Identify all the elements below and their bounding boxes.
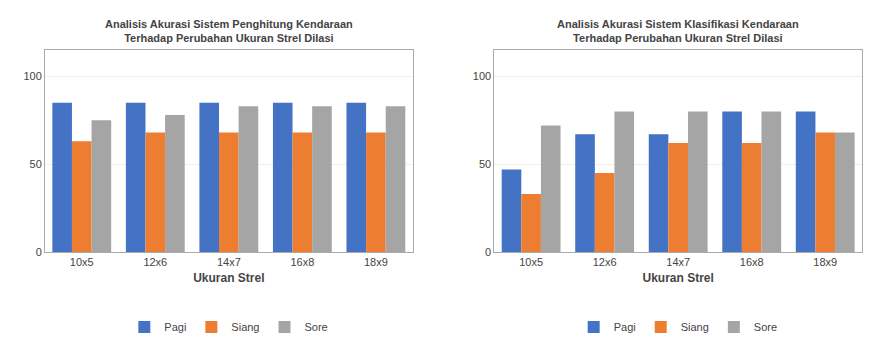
svg-text:100: 100 <box>473 70 491 82</box>
svg-text:Siang: Siang <box>681 321 709 333</box>
svg-text:16x8: 16x8 <box>290 256 314 268</box>
svg-text:Analisis Akurasi Sistem Klasif: Analisis Akurasi Sistem Klasifikasi Kend… <box>557 18 799 44</box>
svg-text:Ukuran Strel: Ukuran Strel <box>193 271 264 285</box>
svg-text:14x7: 14x7 <box>666 256 690 268</box>
svg-text:100: 100 <box>23 70 41 82</box>
svg-text:Pagi: Pagi <box>164 321 186 333</box>
svg-text:50: 50 <box>479 158 491 170</box>
svg-text:Siang: Siang <box>231 321 259 333</box>
svg-text:Sore: Sore <box>304 321 327 333</box>
svg-text:Ukuran Strel: Ukuran Strel <box>642 271 713 285</box>
svg-text:12x6: 12x6 <box>143 256 167 268</box>
svg-text:50: 50 <box>30 158 42 170</box>
svg-text:Analisis Akurasi Sistem Penghi: Analisis Akurasi Sistem Penghitung Kenda… <box>105 18 353 44</box>
svg-text:16x8: 16x8 <box>740 256 764 268</box>
svg-text:Sore: Sore <box>754 321 777 333</box>
svg-text:18x9: 18x9 <box>813 256 837 268</box>
svg-text:18x9: 18x9 <box>364 256 388 268</box>
svg-text:14x7: 14x7 <box>217 256 241 268</box>
svg-text:Pagi: Pagi <box>614 321 636 333</box>
svg-text:0: 0 <box>485 246 491 258</box>
svg-text:10x5: 10x5 <box>519 256 543 268</box>
svg-text:0: 0 <box>36 246 42 258</box>
svg-text:12x6: 12x6 <box>593 256 617 268</box>
svg-text:10x5: 10x5 <box>70 256 94 268</box>
